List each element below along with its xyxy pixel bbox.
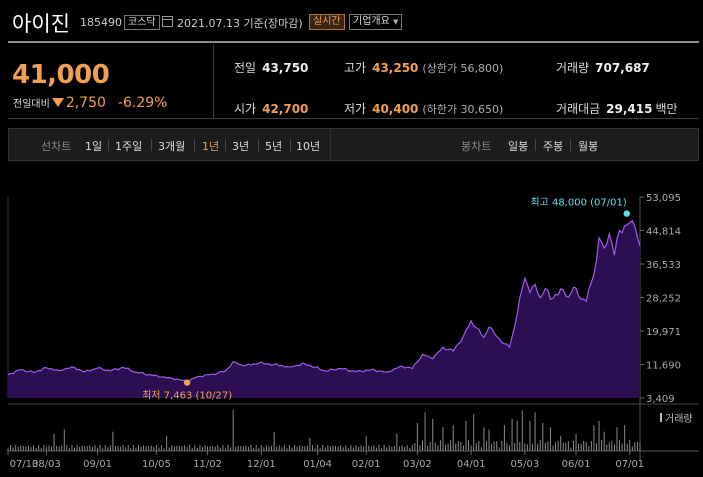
- market-badge: 코스닥: [124, 15, 160, 30]
- candle-chart-label: 봉차트: [461, 140, 492, 153]
- low-value: 40,400: [372, 102, 419, 116]
- tab-5y[interactable]: 5년: [265, 140, 283, 153]
- x-tick-label: 09/01: [83, 459, 112, 470]
- tab-separator: [151, 139, 152, 151]
- max-price-marker: [623, 210, 630, 217]
- price-line: [7, 219, 641, 383]
- tab-3y[interactable]: 3년: [232, 140, 250, 153]
- open-label: 시가: [234, 102, 257, 116]
- tab-1d[interactable]: 1일: [85, 140, 103, 153]
- tab-separator: [225, 139, 226, 151]
- tab-separator: [535, 139, 536, 151]
- x-tick-label: 04/01: [457, 459, 486, 470]
- x-tick-label: 02/01: [352, 459, 381, 470]
- change-value: 2,750: [65, 95, 106, 111]
- amount-unit: 백만: [655, 102, 678, 116]
- change-percent: -6.29%: [117, 95, 168, 111]
- y-tick-label: 44,814: [646, 227, 681, 238]
- high-label: 고가: [344, 61, 367, 75]
- line-chart-label: 선차트: [41, 140, 72, 153]
- tab-separator: [108, 139, 109, 151]
- low-label: 저가: [344, 102, 367, 116]
- amount-value: 29,415: [606, 102, 653, 116]
- volume-label: 거래량: [556, 61, 590, 75]
- change-label: 전일대비: [13, 99, 50, 110]
- company-info-label: 기업개요: [353, 16, 390, 27]
- company-info-button[interactable]: 기업개요 ▼: [349, 14, 403, 30]
- chevron-down-icon: ▼: [393, 18, 399, 26]
- down-triangle-icon: [51, 98, 64, 107]
- prev-close-cell: 전일 43,750: [234, 59, 308, 76]
- x-tick-label: 12/01: [247, 459, 276, 470]
- low-cell: 저가 40,400 (하한가 30,650): [344, 100, 503, 117]
- y-tick-label: 53,095: [646, 193, 681, 204]
- high-cell: 고가 43,250 (상한가 56,800): [344, 59, 503, 76]
- prev-close-value: 43,750: [262, 61, 309, 75]
- tab-group-divider: [330, 129, 331, 160]
- x-tick-label: 07/01: [615, 459, 644, 470]
- x-tick-label: 06/01: [562, 459, 591, 470]
- chart-tab-bar: 선차트 1일 1주일 3개월 1년 3년 5년 10년 봉차트 일봉 주봉 월봉: [8, 128, 699, 161]
- tab-3m[interactable]: 3개월: [158, 140, 186, 153]
- tab-1y[interactable]: 1년: [202, 140, 220, 153]
- volume-value: 707,687: [595, 61, 650, 75]
- tab-monthly[interactable]: 월봉: [578, 140, 599, 153]
- x-tick-label: 08/03: [32, 459, 61, 470]
- y-tick-label: 3,409: [646, 394, 675, 405]
- tab-weekly[interactable]: 주봉: [543, 140, 564, 153]
- current-price: 41,000: [12, 60, 110, 90]
- volume-legend-icon: [660, 413, 662, 422]
- min-price-label: 최저 7,463 (10/27): [142, 390, 232, 402]
- y-tick-label: 36,533: [646, 260, 681, 271]
- amount-label: 거래대금: [556, 102, 601, 116]
- current-price-panel: 41,000 전일대비 2,750 -6.29%: [8, 44, 214, 119]
- x-tick-label: 11/02: [193, 459, 222, 470]
- y-tick-label: 19,971: [646, 327, 681, 338]
- price-change: 전일대비 2,750 -6.29%: [13, 95, 167, 111]
- amount-cell: 거래대금 29,415 백만: [556, 100, 678, 117]
- x-tick-label: 03/02: [403, 459, 432, 470]
- tab-separator: [570, 139, 571, 151]
- price-summary: 41,000 전일대비 2,750 -6.29% 전일 43,750 고가 43,250…: [8, 44, 699, 119]
- tab-separator: [258, 139, 259, 151]
- high-value: 43,250: [372, 61, 419, 75]
- stock-name: 아이진: [12, 12, 70, 36]
- header-divider: [8, 41, 699, 43]
- stock-header: 아이진 185490 코스닥 2021.07.13 기준(장마감) 실시간 기업…: [0, 0, 703, 44]
- tab-1w[interactable]: 1주일: [115, 140, 143, 153]
- volume-cell: 거래량 707,687: [556, 59, 650, 76]
- price-area-fill: [8, 220, 640, 398]
- upper-limit: (상한가 56,800): [422, 62, 504, 75]
- volume-legend-label: 거래량: [665, 413, 693, 425]
- x-tick-label: 01/04: [303, 459, 332, 470]
- y-tick-label: 28,252: [646, 294, 681, 305]
- calendar-icon: [162, 16, 173, 27]
- x-tick-label: 05/03: [510, 459, 539, 470]
- x-tick-label: 07/13: [10, 459, 39, 470]
- y-tick-label: 11,690: [646, 361, 681, 372]
- open-cell: 시가 42,700: [234, 100, 308, 117]
- prev-close-label: 전일: [234, 61, 257, 75]
- tab-10y[interactable]: 10년: [296, 140, 321, 153]
- realtime-button[interactable]: 실시간: [309, 14, 345, 30]
- stock-code: 185490: [80, 16, 122, 29]
- tab-separator: [290, 139, 291, 151]
- tab-separator: [194, 139, 195, 151]
- min-price-marker: [183, 379, 191, 386]
- x-tick-label: 10/05: [142, 459, 171, 470]
- max-price-label: 최고 48,000 (07/01): [530, 197, 626, 209]
- reference-date: 2021.07.13 기준(장마감): [177, 17, 303, 30]
- open-value: 42,700: [262, 102, 309, 116]
- tab-daily[interactable]: 일봉: [508, 140, 529, 153]
- lower-limit: (하한가 30,650): [422, 103, 504, 116]
